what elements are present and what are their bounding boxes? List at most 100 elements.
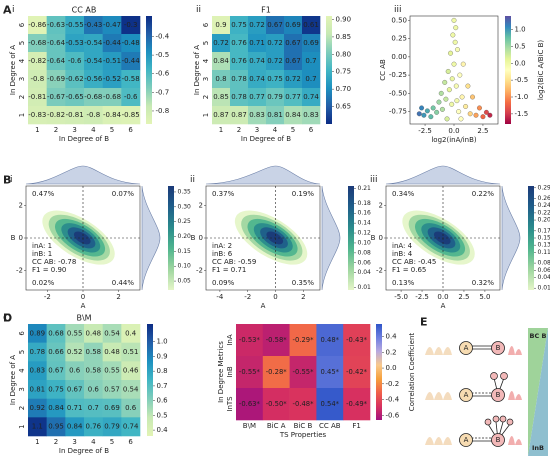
cell-label: -0.58	[122, 75, 140, 83]
scatter-point	[470, 94, 475, 100]
heatmap-cell	[121, 380, 141, 399]
heatmap-cell	[230, 106, 249, 125]
cell-label: -0.84	[103, 111, 122, 119]
x-tick-label: 4	[91, 126, 96, 134]
cell-label: 0.54	[104, 329, 120, 337]
cell-label: 0.6	[69, 367, 81, 375]
heatmap-cell	[28, 52, 47, 71]
y-axis-label: B	[11, 234, 16, 242]
cell-label: 0.54	[123, 385, 139, 393]
colorbar-tick-label: 0.06	[538, 267, 550, 274]
scatter-point	[439, 106, 445, 112]
annotation: inA: 4	[392, 242, 413, 250]
x-tick-label: 6	[128, 438, 133, 446]
cell-label: 0.75	[48, 385, 64, 393]
y-tick-label: -2	[376, 267, 383, 275]
y-tick-label: -2	[196, 267, 203, 275]
scatter-point	[445, 69, 451, 74]
heatmap-cell	[102, 16, 122, 35]
cell-label: 0.77	[249, 93, 265, 101]
cell-label: 0.78	[231, 75, 247, 83]
heatmap-cell	[46, 380, 66, 399]
heatmap-cell	[266, 106, 285, 125]
heatmap-cell	[84, 106, 103, 125]
y-tick-label: InA	[226, 334, 234, 346]
annotation: F1 = 0.65	[392, 266, 426, 274]
bar-top-label: BC B	[530, 332, 547, 340]
cell-label: 0.87	[231, 111, 247, 119]
x-tick-label: BiC B	[294, 422, 313, 430]
cell-label: -0.43	[84, 21, 102, 29]
heatmap-cell	[84, 398, 103, 418]
heatmap-cell	[84, 52, 103, 71]
cell-label: 0.6	[125, 404, 137, 412]
cell-label: 0.69	[303, 39, 319, 47]
cell-label: 0.77	[285, 93, 301, 101]
heatmap-cell	[236, 324, 264, 357]
y-tick-label: 3	[18, 77, 26, 81]
heatmap-cell	[284, 106, 303, 125]
colorbar-tick-label: 0.0	[386, 364, 397, 372]
colorbar	[168, 186, 174, 290]
scatter-point	[428, 114, 434, 120]
colorbar-tick-label: 0.05	[178, 278, 192, 285]
colorbar-tick-label: -0.6	[156, 70, 170, 78]
heatmap-cell	[302, 34, 321, 53]
scatter-point	[451, 61, 457, 67]
cell-label: -0.48	[122, 39, 140, 47]
heatmap-cell	[28, 34, 47, 53]
cell-label: 0.72	[213, 39, 229, 47]
colorbar	[147, 324, 153, 436]
colorbar-tick-label: 0.85	[336, 33, 352, 41]
colorbar-tick-label: 0.16	[358, 210, 372, 217]
cell-label: -0.53*	[239, 336, 261, 344]
colorbar-tick-label: 1.0	[157, 338, 168, 346]
scatter-point	[456, 109, 462, 115]
colorbar-tick-label: -0.4	[386, 396, 400, 404]
cell-label: -0.44	[122, 57, 141, 65]
heatmap-cell	[121, 88, 141, 107]
x-tick-label: 2	[116, 293, 120, 301]
colorbar-tick-label: 0.15	[178, 248, 192, 255]
heatmap-cell	[302, 16, 321, 35]
cell-label: -0.58*	[266, 336, 288, 344]
scatter-point	[438, 90, 444, 96]
cell-label: 1.1	[32, 423, 43, 431]
neighbors	[484, 372, 514, 426]
node-label: A	[464, 391, 469, 399]
colorbar-tick-label: 0.24	[538, 202, 550, 209]
colorbar-tick-label: 0.30	[178, 203, 192, 210]
cell-label: -0.83	[28, 111, 46, 119]
heatmap-cell	[28, 398, 47, 418]
cell-label: 0.9	[215, 21, 226, 29]
y-tick-label: 4	[18, 368, 26, 373]
heatmap-cell	[65, 398, 85, 418]
y-tick-label: InB	[226, 366, 234, 378]
cell-label: -0.50*	[266, 400, 288, 408]
cell-label: -0.62	[66, 75, 84, 83]
cell-label: 0.81	[267, 111, 283, 119]
node-label: B	[496, 436, 501, 444]
cell-label: 0.89	[30, 329, 46, 337]
heatmap-cell	[302, 88, 321, 107]
scatter-point	[460, 61, 466, 67]
colorbar-tick-label: 0.21	[358, 185, 372, 192]
top-marginal	[205, 165, 321, 185]
heatmap-cell	[28, 106, 47, 125]
cell-label: 0.55	[67, 329, 83, 337]
heatmap-cell	[121, 417, 141, 437]
panel-label: E	[420, 316, 428, 329]
heatmap-cell	[316, 356, 344, 389]
colorbar-tick-label: -0.6	[386, 411, 400, 419]
heatmap-cell	[121, 106, 141, 125]
heatmap-cell	[236, 388, 264, 421]
subpanel-label: ii	[190, 175, 195, 185]
cell-label: 0.72	[249, 21, 265, 29]
y-tick-label: -0.25	[389, 71, 407, 79]
heatmap-cell	[65, 361, 85, 381]
cell-label: -0.67	[47, 93, 65, 101]
heatmap-cell	[65, 88, 85, 107]
scatter-point	[434, 109, 440, 115]
scatter-point	[430, 105, 436, 111]
annotation: inB: 6	[212, 250, 233, 258]
